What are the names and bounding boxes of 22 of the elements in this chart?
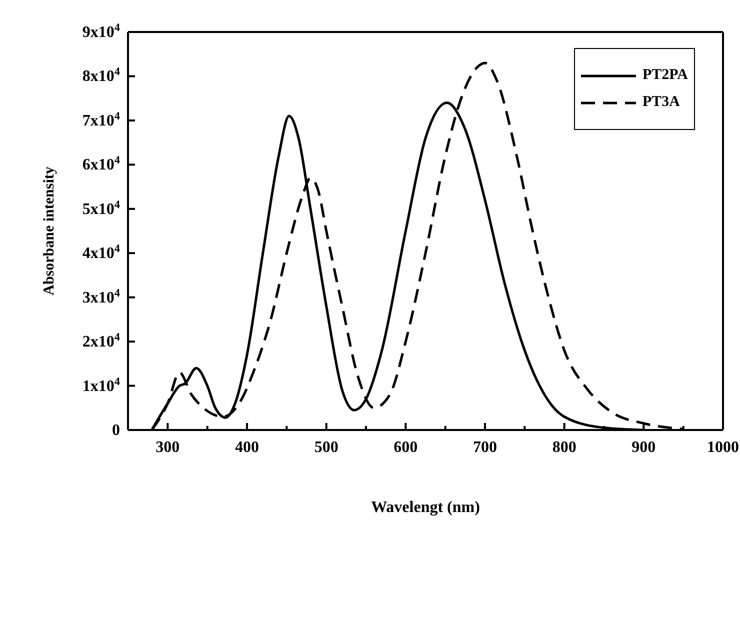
x-tick-label: 500 — [314, 439, 338, 456]
x-tick-label: 400 — [235, 439, 259, 456]
x-axis-title: Wavelengt (nm) — [371, 499, 480, 516]
x-tick-label: 600 — [394, 439, 418, 456]
y-tick-label: 0 — [112, 422, 120, 439]
x-tick-label: 800 — [552, 439, 576, 456]
y-tick-label: 6x10$^{4}$ — [82, 154, 120, 174]
y-tick-label: 9x10$^{4}$ — [82, 22, 120, 41]
y-tick-label: 2x10$^{4}$ — [82, 332, 120, 351]
y-tick-label: 8x10$^{4}$ — [82, 66, 120, 86]
y-tick-label: 7x10$^{4}$ — [82, 110, 120, 130]
legend-label: PT2PA — [642, 67, 688, 84]
x-tick-label: 900 — [632, 439, 656, 456]
y-tick-label: 1x10$^{4}$ — [82, 376, 120, 395]
x-tick-label: 1000 — [707, 439, 739, 456]
legend-label: PT3A — [642, 94, 680, 111]
y-tick-label: 3x10$^{4}$ — [82, 287, 120, 306]
y-axis-title: Absorbane intensity — [41, 166, 58, 296]
y-tick-label: 5x10$^{4}$ — [82, 198, 120, 218]
y-tick-label: 4x10$^{4}$ — [82, 243, 120, 262]
x-tick-label: 700 — [473, 439, 497, 456]
x-tick-label: 300 — [156, 439, 180, 456]
